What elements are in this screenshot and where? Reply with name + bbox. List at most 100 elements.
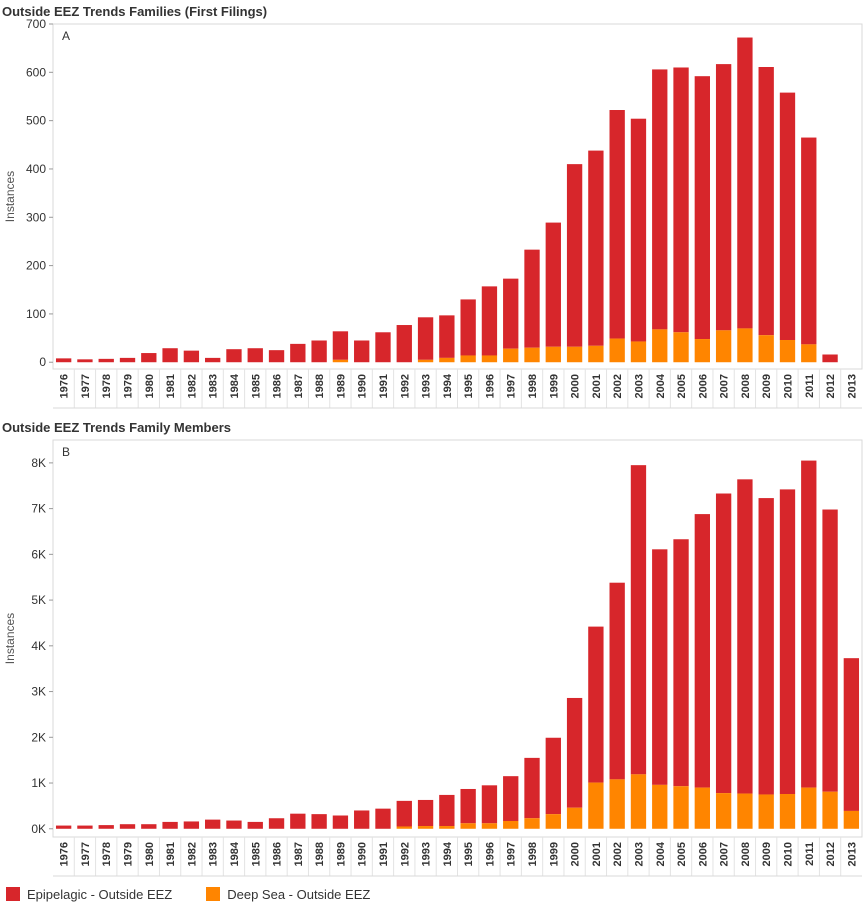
chart-b-ytick-label: 0K (31, 822, 46, 836)
chart-a-xtick-label: 2007 (719, 374, 731, 398)
chart-b-bar-epipelagic-1981 (162, 821, 178, 829)
chart-b-bar-epipelagic-1982 (183, 821, 200, 829)
chart-b-bar-deep-sea-2002 (609, 779, 625, 829)
chart-b-xtick-label: 2007 (719, 842, 731, 866)
chart-b-xtick-label: 2005 (676, 842, 688, 866)
chart-b-bar-epipelagic-1987 (290, 813, 306, 829)
chart-b-xtick-label: 1988 (314, 842, 326, 866)
chart-a-xtick-label: 1995 (463, 374, 475, 398)
chart-a-ytick-label: 200 (26, 259, 46, 273)
chart-a-bar-epipelagic-1988 (311, 340, 327, 363)
chart-b-xtick-label: 1984 (229, 841, 241, 866)
chart-b-bar-epipelagic-2008 (737, 479, 753, 794)
legend-item-epipelagic[interactable]: Epipelagic - Outside EEZ (6, 887, 172, 902)
chart-a-xtick-label: 2008 (740, 374, 752, 398)
chart-b-title: Outside EEZ Trends Family Members (2, 420, 232, 435)
chart-a-bar-deep-sea-2004 (652, 329, 668, 363)
chart-b-bar-epipelagic-1990 (354, 810, 370, 829)
chart-a-xtick-label: 2010 (782, 374, 794, 398)
chart-a-ytick-label: 300 (26, 210, 46, 224)
chart-a-xtick-label: 2004 (655, 373, 667, 398)
chart-a-xtick-label: 2009 (761, 374, 773, 398)
chart-a-xtick-label: 1994 (442, 373, 454, 398)
chart-b-xtick-label: 1978 (101, 842, 113, 866)
chart-b-bar-epipelagic-1998 (524, 757, 540, 819)
chart-b-xtick-label: 1977 (80, 842, 92, 866)
chart-a-xtick-label: 2012 (825, 374, 837, 398)
chart-b-bar-epipelagic-1986 (268, 818, 285, 829)
chart-b-xtick-label: 2002 (612, 842, 624, 866)
chart-b-ytick-label: 8K (31, 456, 46, 470)
chart-a-xtick-label: 2011 (804, 374, 816, 398)
chart-a-xtick-label: 1980 (144, 374, 156, 398)
chart-a-xtick-label: 1990 (357, 374, 369, 398)
chart-a-xtick-label: 1997 (506, 374, 518, 398)
chart-a-bar-epipelagic-1986 (268, 350, 285, 363)
chart-a-bar-deep-sea-2007 (715, 330, 732, 363)
chart-b-ytick-label: 5K (31, 593, 46, 607)
chart-b-bar-deep-sea-2006 (694, 787, 710, 829)
chart-b-bar-deep-sea-1996 (481, 823, 498, 829)
chart-b-xtick-label: 2009 (761, 842, 773, 866)
chart-b-xtick-label: 1976 (59, 842, 71, 866)
chart-a-bar-epipelagic-1984 (226, 349, 242, 363)
chart-a-bar-deep-sea-2003 (630, 341, 647, 363)
chart-a-bar-deep-sea-2008 (737, 328, 753, 363)
chart-b-ytick-label: 4K (31, 639, 46, 653)
chart-a-bar-epipelagic-2007 (715, 64, 732, 331)
chart-a-xtick-label: 1985 (250, 374, 262, 398)
chart-b-bar-epipelagic-1995 (460, 788, 476, 824)
chart-b-bar-deep-sea-2007 (715, 793, 732, 829)
chart-a-ytick-label: 0 (39, 355, 46, 369)
chart-b-bar-epipelagic-2010 (779, 489, 796, 795)
chart-a-bar-epipelagic-2006 (694, 76, 710, 340)
chart-a-xtick-label: 1981 (165, 374, 177, 398)
legend-item-deep-sea[interactable]: Deep Sea - Outside EEZ (206, 887, 370, 902)
chart-a-bar-deep-sea-1996 (481, 355, 498, 363)
chart-a-bar-epipelagic-2004 (652, 69, 668, 330)
chart-b-xtick-label: 1990 (357, 842, 369, 866)
chart-b-xtick-label: 1982 (186, 842, 198, 866)
chart-b-bar-epipelagic-1993 (417, 799, 434, 827)
chart-b-bar-epipelagic-1988 (311, 814, 327, 829)
chart-a-bar-epipelagic-1998 (524, 249, 540, 348)
chart-a-xtick-label: 2013 (846, 374, 858, 398)
chart-b-bar-deep-sea-1995 (460, 823, 476, 829)
chart-b-ytick-label: 7K (31, 502, 46, 516)
chart-b-bar-epipelagic-2000 (566, 697, 583, 808)
chart-a-bar-deep-sea-2010 (779, 340, 796, 363)
chart-b-bar-deep-sea-1992 (396, 826, 412, 829)
chart-b-bar-epipelagic-2013 (843, 658, 860, 811)
chart-b-bar-epipelagic-2009 (758, 498, 774, 795)
chart-b-xtick-label: 2003 (633, 842, 645, 866)
chart-a-bar-epipelagic-1989 (332, 331, 349, 360)
chart-b-xtick-label: 2001 (591, 842, 603, 866)
chart-b-bar-epipelagic-1989 (332, 815, 349, 829)
chart-a-bar-epipelagic-2010 (779, 92, 796, 341)
chart-a-xtick-label: 1999 (548, 374, 560, 398)
chart-b-bar-deep-sea-2000 (566, 807, 583, 829)
chart-b-ytick-label: 3K (31, 685, 46, 699)
chart-b-bar-epipelagic-1996 (481, 785, 498, 824)
chart-a-ytick-label: 600 (26, 65, 46, 79)
chart-a-ytick-label: 500 (26, 114, 46, 128)
chart-a-bar-epipelagic-1999 (545, 222, 561, 347)
chart-a-bar-epipelagic-1994 (439, 315, 455, 358)
chart-a-xtick-label: 1988 (314, 374, 326, 398)
chart-a-bar-epipelagic-1985 (247, 348, 263, 363)
chart-b-xtick-label: 1980 (144, 842, 156, 866)
legend: Epipelagic - Outside EEZ Deep Sea - Outs… (6, 886, 404, 902)
chart-b-bar-epipelagic-1977 (77, 825, 93, 829)
chart-a-bar-deep-sea-2001 (588, 345, 604, 363)
chart-b-bar-epipelagic-1985 (247, 821, 263, 829)
chart-b-bar-epipelagic-2001 (588, 626, 604, 783)
chart-a-ytick-label: 100 (26, 307, 46, 321)
chart-a-xtick-label: 2006 (697, 374, 709, 398)
chart-b-xtick-label: 2013 (846, 842, 858, 866)
chart-a-bar-epipelagic-2000 (566, 164, 583, 347)
chart-a-bar-epipelagic-2003 (630, 118, 647, 342)
chart-b-xtick-label: 1994 (442, 841, 454, 866)
chart-b-bar-deep-sea-1999 (545, 814, 561, 829)
chart-a-bar-epipelagic-1990 (354, 340, 370, 363)
